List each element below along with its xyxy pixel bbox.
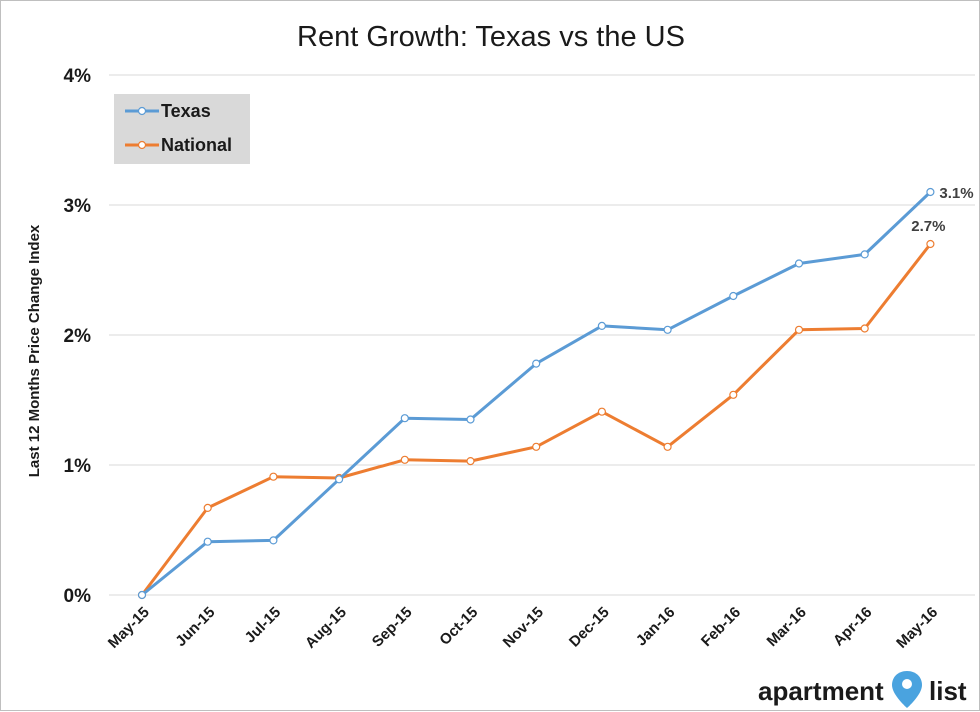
data-point-national [729,390,738,399]
series-line-national [140,243,932,596]
data-point-national [203,503,212,512]
y-axis-label: Last 12 Months Price Change Index [26,224,43,477]
x-tick-label: Dec-15 [566,604,613,651]
data-point-texas [597,321,607,330]
legend-marker [137,140,147,150]
data-point-texas [532,359,541,368]
legend-label-texas: Texas [161,101,211,121]
x-tick-label: Jan-16 [633,604,679,650]
data-point-national [466,457,475,466]
x-tick-label: May-15 [105,604,153,652]
x-tick-label: Feb-16 [698,604,744,650]
data-point-texas [203,537,212,546]
data-point-texas [663,325,672,334]
x-tick-label: Aug-15 [302,604,350,652]
logo-text-list: list [929,676,967,706]
y-tick-label: 2% [64,326,92,347]
data-point-texas [794,259,804,268]
data-point-national [269,472,278,481]
data-point-texas [269,536,278,545]
x-tick-label: Oct-15 [436,604,481,649]
x-tick-label: Jul-15 [242,604,285,647]
data-point-texas [729,291,738,301]
data-point-national [663,442,672,451]
data-point-texas [926,187,935,197]
data-point-texas [466,415,475,424]
data-label-national: 2.7% [911,218,945,235]
legend: Texas National [114,94,250,164]
x-tick-label: Sep-15 [369,604,416,651]
grid-lines [109,74,975,596]
series-lines [137,187,935,600]
chart-title: Rent Growth: Texas vs the US [297,21,685,53]
logo-text-apartment: apartment [758,676,884,706]
legend-background [114,94,250,164]
x-tick-label: Nov-15 [500,604,547,651]
data-point-texas [400,414,409,423]
y-tick-label: 1% [64,456,92,477]
data-point-national [597,407,607,416]
x-tick-label: Jun-15 [172,604,218,650]
data-point-texas [137,590,147,600]
legend-label-national: National [161,135,232,155]
map-pin-icon [892,671,922,708]
legend-marker [137,106,147,116]
apartment-list-logo: apartment list [758,671,967,708]
data-point-national [926,239,935,249]
data-point-national [532,442,541,451]
data-label-texas: 3.1% [939,185,973,202]
data-point-national [794,325,804,334]
y-tick-label: 0% [64,586,92,607]
y-axis-ticks: 0% 1% 2% 3% 4% [64,66,92,607]
data-point-texas [335,475,344,484]
data-point-texas [860,250,869,259]
series-line-texas [141,190,932,597]
data-labels: 3.1% 2.7% [911,185,973,235]
x-tick-label: May-16 [893,604,941,652]
data-point-national [400,455,409,464]
y-tick-label: 4% [64,66,92,87]
y-tick-label: 3% [64,196,92,217]
x-axis-ticks: May-15 Jun-15 Jul-15 Aug-15 Sep-15 Oct-15 Nov-… [105,604,941,652]
x-tick-label: Apr-16 [830,604,876,650]
x-tick-label: Mar-16 [764,604,810,650]
data-point-national [860,324,869,333]
